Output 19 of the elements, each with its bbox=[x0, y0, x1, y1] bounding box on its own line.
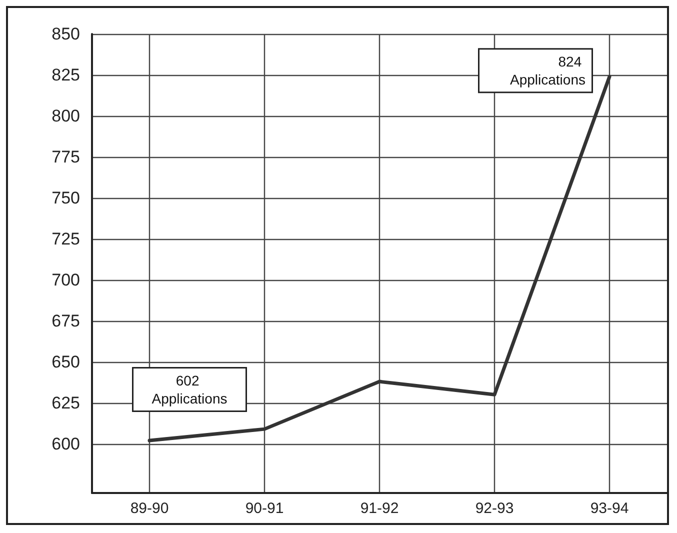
y-tick-label: 775 bbox=[52, 147, 80, 166]
line-series bbox=[148, 74, 612, 442]
y-tick-label: 800 bbox=[52, 106, 80, 126]
y-tick-label: 650 bbox=[52, 352, 80, 372]
y-tick-label: 675 bbox=[52, 311, 80, 330]
y-tick-label: 825 bbox=[52, 65, 80, 84]
x-tick-label: 92-93 bbox=[475, 500, 514, 517]
x-tick-label: 93-94 bbox=[590, 500, 629, 517]
annotation: 602 Applications bbox=[152, 372, 228, 407]
y-tick-label: 850 bbox=[52, 24, 80, 44]
x-tick-label: 91-92 bbox=[360, 500, 399, 517]
y-tick-label: 750 bbox=[52, 188, 80, 208]
y-tick-label: 625 bbox=[52, 393, 80, 412]
y-tick-label: 600 bbox=[52, 434, 80, 454]
y-tick-label: 725 bbox=[52, 229, 80, 248]
x-tick-label: 90-91 bbox=[245, 500, 284, 517]
annotation: 824 Applications bbox=[510, 54, 586, 88]
x-tick-label: 89-90 bbox=[130, 500, 169, 517]
y-tick-label: 700 bbox=[52, 270, 80, 290]
